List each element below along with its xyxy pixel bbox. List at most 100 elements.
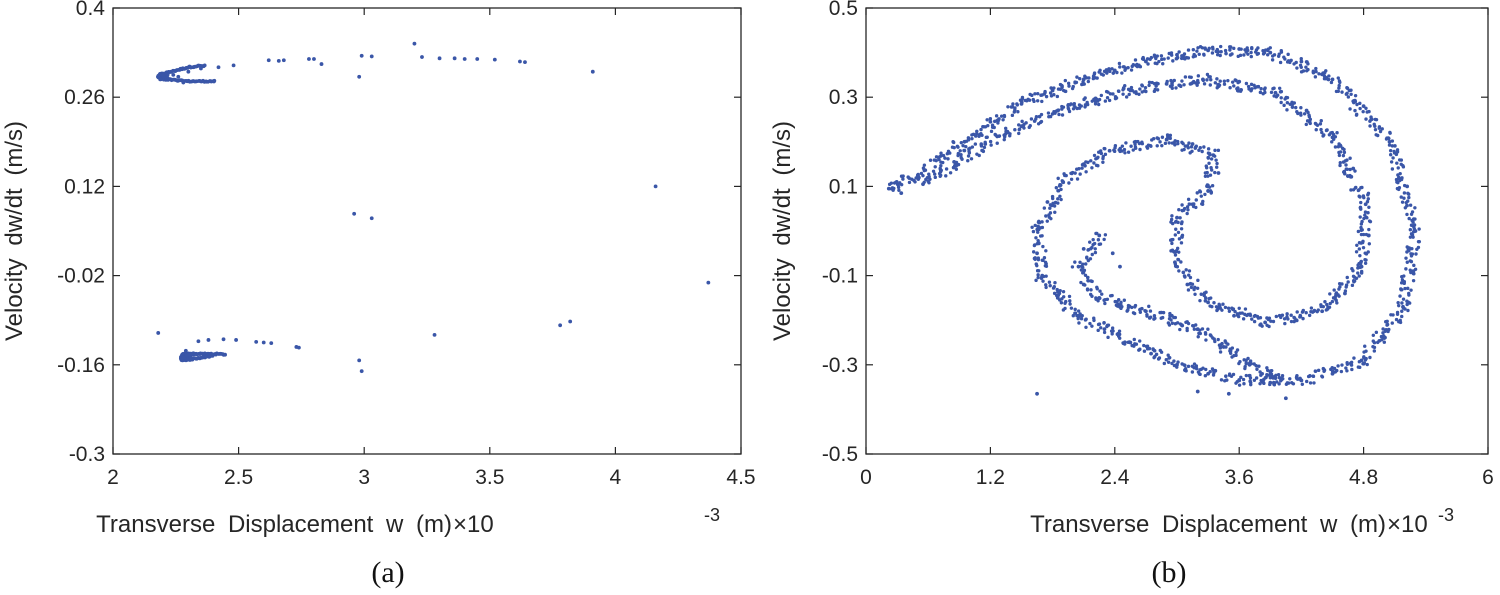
data-point <box>1072 103 1076 107</box>
data-point <box>1405 250 1409 254</box>
data-point <box>1322 368 1327 372</box>
data-point <box>1200 202 1204 206</box>
data-point <box>1367 205 1371 209</box>
data-point <box>1112 149 1117 154</box>
data-point <box>1363 210 1368 214</box>
data-point <box>1255 85 1259 89</box>
data-point <box>954 167 959 171</box>
data-point <box>1147 316 1152 320</box>
data-point <box>1055 287 1059 292</box>
data-point <box>1206 184 1210 189</box>
data-point <box>1335 131 1339 135</box>
data-point <box>1343 291 1347 296</box>
data-point <box>1177 208 1181 212</box>
data-point <box>1215 308 1219 313</box>
data-point <box>1159 350 1164 354</box>
data-point <box>1168 133 1173 138</box>
data-point <box>1323 300 1327 304</box>
data-point <box>1336 76 1340 80</box>
data-point <box>1345 91 1349 95</box>
data-point <box>1367 227 1371 232</box>
data-point <box>1210 184 1215 188</box>
data-point <box>1109 329 1114 333</box>
data-point <box>1409 259 1414 264</box>
data-point <box>1102 330 1107 335</box>
data-point <box>1259 323 1263 327</box>
data-point <box>1129 85 1134 90</box>
data-point <box>1408 203 1413 207</box>
data-point <box>1210 367 1215 371</box>
data-point <box>1044 285 1048 290</box>
data-point <box>1256 316 1261 320</box>
data-point <box>1198 372 1202 377</box>
data-point <box>1357 247 1362 251</box>
data-point <box>1167 141 1171 145</box>
data-point <box>202 63 207 68</box>
data-point <box>653 184 658 189</box>
data-point <box>1230 355 1234 359</box>
data-point <box>1052 285 1056 289</box>
data-point <box>1247 362 1252 367</box>
data-point <box>188 355 193 360</box>
data-point <box>1085 287 1090 291</box>
data-point <box>1243 307 1248 311</box>
data-point <box>1127 92 1131 97</box>
data-point <box>1395 312 1400 316</box>
data-point <box>1314 69 1318 74</box>
data-point <box>1223 305 1228 310</box>
data-point <box>1214 158 1218 162</box>
data-point <box>1319 303 1323 307</box>
data-point <box>939 168 943 173</box>
data-point <box>1137 141 1142 146</box>
data-point <box>1085 255 1089 259</box>
data-point <box>1084 170 1088 174</box>
data-point <box>1252 319 1257 324</box>
data-point <box>1040 99 1044 104</box>
data-point <box>1265 53 1270 57</box>
data-point <box>1334 291 1339 295</box>
data-point <box>1180 203 1184 207</box>
data-point <box>1170 221 1175 226</box>
data-point <box>1067 84 1071 88</box>
data-point <box>462 57 467 61</box>
data-point <box>983 125 988 129</box>
data-point <box>1272 94 1276 98</box>
data-point <box>1078 260 1082 265</box>
data-point <box>988 139 993 144</box>
data-point <box>1048 203 1053 207</box>
data-point <box>1180 148 1184 152</box>
data-point <box>1315 309 1319 314</box>
data-point <box>1114 303 1119 307</box>
data-point <box>1121 341 1125 345</box>
data-point <box>307 57 311 61</box>
data-point <box>1054 186 1059 190</box>
data-point <box>1138 339 1142 343</box>
data-point <box>1124 95 1129 99</box>
data-point <box>1339 144 1343 148</box>
data-point <box>1378 129 1383 134</box>
data-point <box>1184 268 1188 272</box>
data-point <box>1359 228 1364 232</box>
data-point <box>1103 152 1108 157</box>
data-point <box>1285 108 1289 112</box>
data-point <box>1183 275 1187 279</box>
data-point <box>1412 263 1416 268</box>
data-point <box>1307 113 1311 117</box>
data-point <box>1111 92 1115 96</box>
data-point <box>1413 229 1418 233</box>
data-point <box>1195 389 1200 394</box>
data-point <box>1132 311 1137 316</box>
data-point <box>1061 180 1065 184</box>
data-point <box>1359 358 1364 363</box>
data-point <box>897 188 901 193</box>
data-point <box>1194 205 1198 210</box>
data-point <box>1361 104 1366 109</box>
data-point <box>1408 235 1413 239</box>
data-point <box>1128 88 1133 93</box>
data-point <box>161 74 166 79</box>
data-point <box>1214 305 1219 309</box>
data-point <box>961 143 965 148</box>
data-point <box>1374 330 1379 335</box>
data-point <box>1086 160 1090 165</box>
data-point <box>1364 117 1368 121</box>
